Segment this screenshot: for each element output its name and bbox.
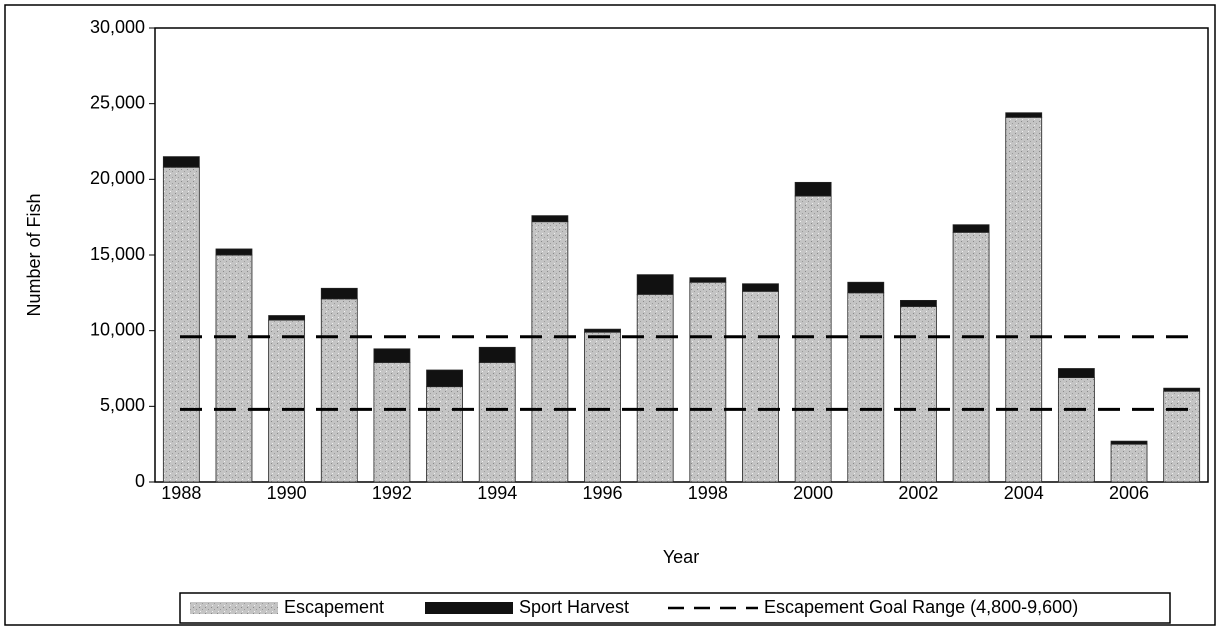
bar-segment: [373, 362, 411, 483]
bar-segment: [320, 287, 358, 300]
chart-border: [4, 4, 1216, 626]
x-axis-label: Year: [663, 547, 699, 567]
bar-segment: [742, 290, 779, 483]
legend-swatch: [425, 602, 513, 614]
y-tick-label: 15,000: [90, 244, 145, 264]
x-tick-label: 2006: [1109, 483, 1149, 503]
bar-segment: [900, 306, 937, 483]
x-tick-label: 2000: [793, 483, 833, 503]
x-tick-label: 1996: [583, 483, 623, 503]
x-tick-label: 1992: [372, 483, 412, 503]
bar-segment: [952, 224, 990, 233]
bar-segment: [1057, 368, 1095, 378]
bar-segment: [584, 331, 621, 483]
bar-segment: [162, 166, 200, 483]
legend-label: Escapement: [284, 597, 384, 617]
bar-segment: [689, 277, 727, 283]
bar-segment: [478, 362, 516, 483]
bar-segment: [268, 319, 306, 483]
bar-segment: [1005, 116, 1043, 483]
bar-segment: [584, 328, 621, 333]
bar-segment: [636, 274, 674, 295]
y-tick-label: 0: [135, 471, 145, 491]
legend-swatch: [190, 602, 278, 614]
x-tick-label: 2002: [898, 483, 938, 503]
y-tick-label: 25,000: [90, 92, 145, 112]
x-tick-label: 1990: [267, 483, 307, 503]
bar-segment: [320, 298, 358, 483]
x-tick-label: 1994: [477, 483, 517, 503]
y-tick-label: 5,000: [100, 395, 145, 415]
bar-segment: [162, 156, 200, 168]
bar-segment: [794, 195, 832, 483]
y-tick-label: 30,000: [90, 17, 145, 37]
bar-segment: [426, 369, 463, 388]
legend-box: [179, 592, 1171, 624]
y-tick-label: 20,000: [90, 168, 145, 188]
bar-segment: [636, 293, 674, 483]
bar-segment: [478, 346, 516, 363]
plot-area: [154, 27, 1209, 483]
bar-segment: [900, 299, 937, 307]
bar-segment: [794, 181, 832, 197]
bar-segment: [373, 348, 411, 363]
y-tick-label: 10,000: [90, 319, 145, 339]
bar-segment: [742, 283, 779, 292]
bar-segment: [1163, 390, 1201, 483]
bar-segment: [847, 281, 885, 294]
bar-segment: [1110, 440, 1148, 445]
bar-segment: [1005, 112, 1043, 118]
bar-segment: [689, 281, 727, 483]
bar-segment: [1163, 387, 1201, 392]
bar-segment: [268, 315, 306, 321]
x-tick-label: 1998: [688, 483, 728, 503]
bar-segment: [215, 254, 253, 483]
bar-segment: [531, 221, 569, 483]
bar-segment: [952, 231, 990, 483]
y-axis-label: Number of Fish: [24, 193, 44, 316]
bar-segment: [1110, 443, 1148, 483]
x-tick-label: 2004: [1004, 483, 1044, 503]
bar-segment: [215, 248, 253, 256]
bar-segment: [531, 215, 569, 223]
bar-segment: [1057, 377, 1095, 483]
legend-label: Sport Harvest: [519, 597, 629, 617]
bar-segment: [426, 386, 463, 483]
legend-label: Escapement Goal Range (4,800-9,600): [764, 597, 1078, 617]
bar-segment: [847, 292, 885, 483]
x-tick-label: 1988: [161, 483, 201, 503]
